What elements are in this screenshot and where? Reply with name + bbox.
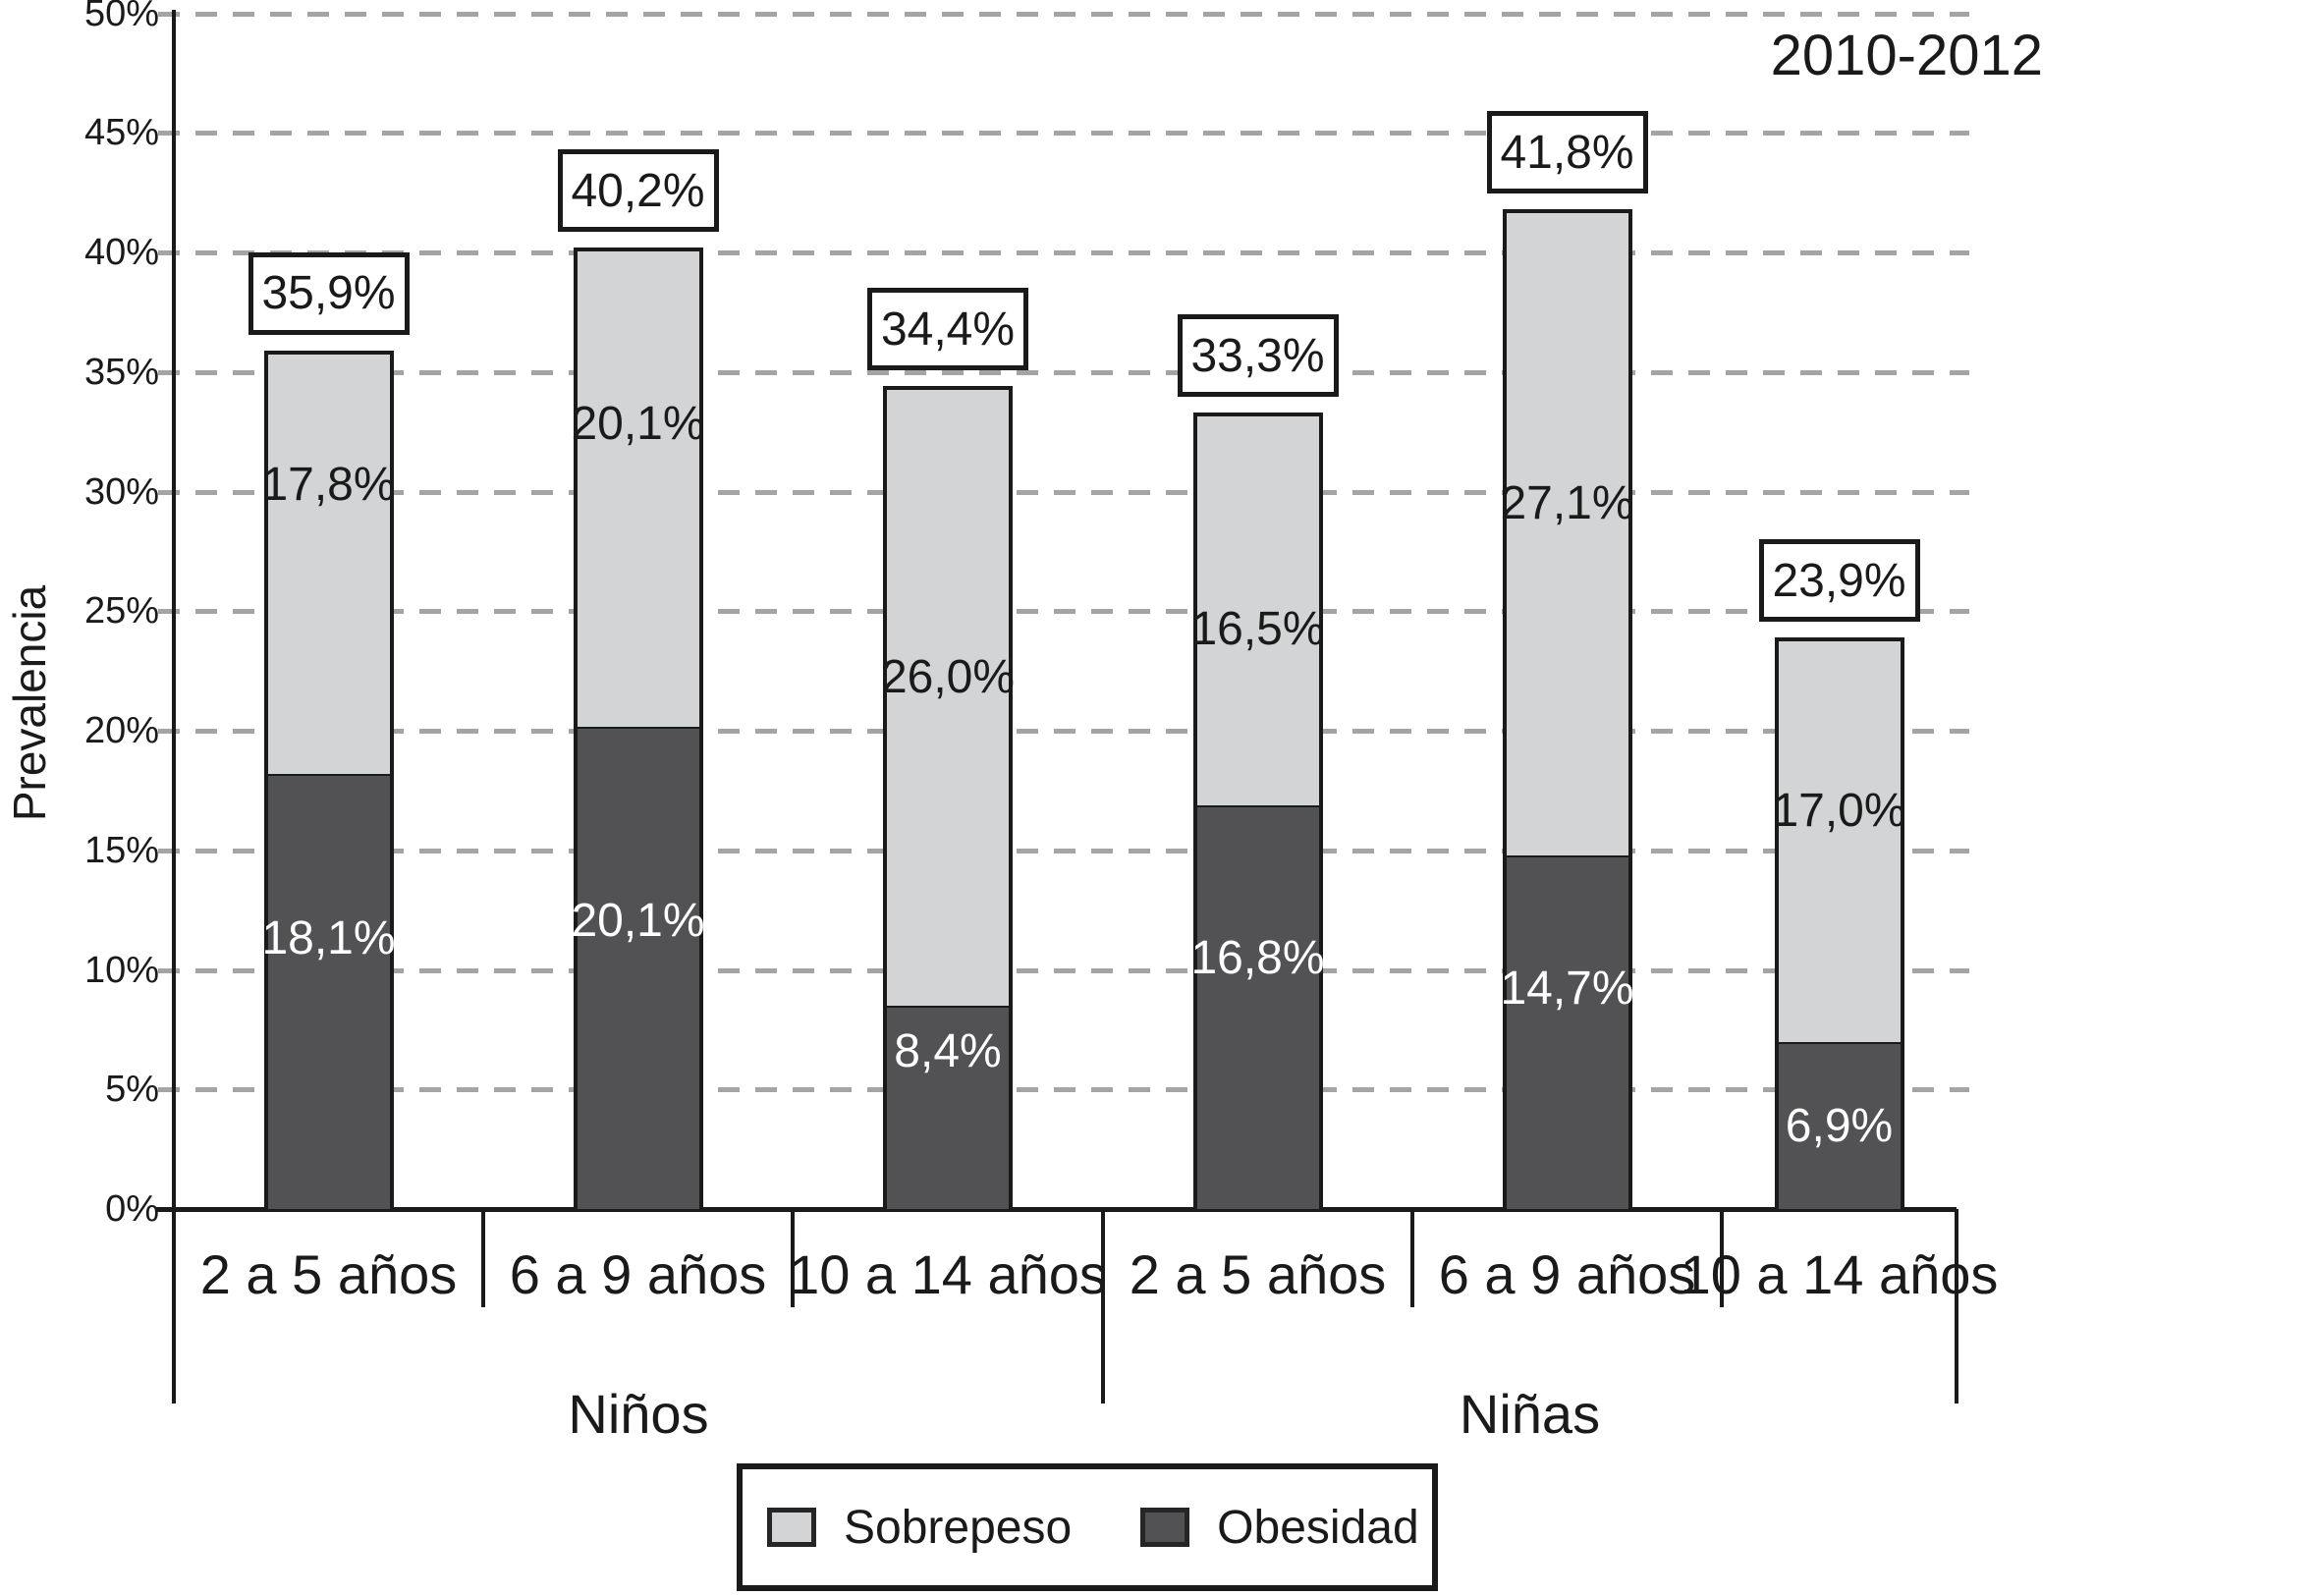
y-tick-label: 30% (83, 470, 159, 513)
obesidad-value-label: 20,1% (571, 895, 705, 948)
sobrepeso-value-label: 17,8% (261, 458, 396, 511)
bar-obesidad-segment (573, 728, 703, 1209)
gridline (158, 489, 1969, 495)
total-value-box: 33,3% (1177, 314, 1339, 398)
total-value-box: 41,8% (1486, 111, 1648, 194)
bar-sobrepeso-segment (1192, 413, 1323, 810)
gridline (158, 848, 1969, 853)
group-label-ninas: Niñas (1459, 1383, 1601, 1445)
x-axis-line (172, 1207, 1957, 1212)
gridline (158, 609, 1969, 615)
sobrepeso-swatch-icon (767, 1508, 816, 1547)
bar-sobrepeso-segment (573, 248, 703, 732)
sobrepeso-value-label: 27,1% (1500, 477, 1634, 530)
total-value-box: 40,2% (557, 149, 719, 233)
y-tick-label: 20% (83, 710, 159, 751)
gridline (158, 11, 1969, 17)
y-tick-label: 10% (83, 949, 159, 991)
legend-item-sobrepeso: Sobrepeso (767, 1501, 1072, 1555)
category-label: 6 a 9 años (1438, 1243, 1696, 1305)
obesidad-value-label: 16,8% (1190, 932, 1325, 985)
gridline (158, 250, 1969, 255)
y-tick-label: 0% (105, 1188, 159, 1230)
gridline (158, 729, 1969, 734)
category-separator (481, 1209, 485, 1307)
legend: Sobrepeso Obesidad (737, 1463, 1438, 1591)
obesidad-value-label: 14,7% (1500, 963, 1634, 1016)
obesidad-value-label: 8,4% (894, 1024, 1002, 1077)
bar-sobrepeso-segment (883, 386, 1013, 1012)
gridline (158, 369, 1969, 375)
total-value-box: 23,9% (1758, 539, 1920, 623)
bar-obesidad-segment (1774, 1043, 1904, 1209)
category-label: 2 a 5 años (1129, 1243, 1387, 1305)
sobrepeso-value-label: 17,0% (1772, 785, 1906, 837)
y-tick-label: 50% (83, 0, 159, 34)
y-tick-label: 40% (83, 232, 159, 273)
bar-sobrepeso-segment (1774, 637, 1904, 1047)
bar-obesidad-segment (883, 1008, 1013, 1209)
legend-label-obesidad: Obesidad (1217, 1501, 1419, 1554)
category-separator (791, 1209, 795, 1307)
y-tick-label: 25% (83, 590, 159, 633)
obesidad-value-label: 6,9% (1785, 1099, 1894, 1152)
zero-tick (155, 1207, 174, 1212)
total-value-box: 34,4% (867, 288, 1028, 371)
y-tick-label: 35% (83, 351, 159, 393)
gridline (158, 1087, 1969, 1093)
group-bracket (172, 1209, 176, 1403)
group-bracket (1101, 1209, 1105, 1403)
y-tick-label: 45% (83, 112, 159, 154)
group-label-ninos: Niños (568, 1383, 709, 1445)
bar-sobrepeso-segment (1502, 209, 1632, 861)
bar-obesidad-segment (263, 776, 394, 1209)
legend-label-sobrepeso: Sobrepeso (844, 1501, 1073, 1554)
category-label: 2 a 5 años (199, 1243, 458, 1305)
bar-sobrepeso-segment (263, 350, 394, 780)
category-label: 10 a 14 años (1680, 1243, 1999, 1305)
sobrepeso-value-label: 26,0% (880, 650, 1016, 703)
category-separator (1410, 1209, 1414, 1307)
category-label: 10 a 14 años (789, 1243, 1107, 1305)
legend-item-obesidad: Obesidad (1140, 1501, 1419, 1555)
bar-obesidad-segment (1192, 806, 1323, 1209)
sobrepeso-value-label: 16,5% (1190, 603, 1325, 656)
bar-obesidad-segment (1502, 857, 1632, 1209)
total-value-box: 35,9% (248, 251, 410, 335)
sobrepeso-value-label: 20,1% (571, 397, 705, 450)
y-axis-line (172, 10, 176, 1209)
category-separator (1720, 1209, 1724, 1307)
category-label: 6 a 9 años (509, 1243, 767, 1305)
y-tick-label: 15% (83, 829, 159, 871)
group-bracket (1955, 1209, 1958, 1403)
obesidad-swatch-icon (1140, 1508, 1190, 1547)
chart-title: 2010-2012 (1770, 24, 2043, 87)
gridline (158, 967, 1969, 973)
obesidad-value-label: 18,1% (261, 911, 396, 964)
y-tick-label: 5% (105, 1069, 159, 1111)
gridline (158, 131, 1969, 137)
